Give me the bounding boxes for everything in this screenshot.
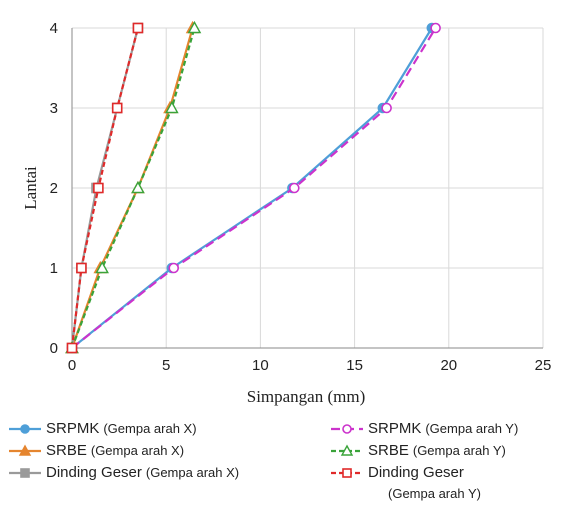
chart-ticks: 0 5 10 15 20 25 0 1 2 3 4 — [50, 20, 552, 374]
series-3-point-1 — [168, 262, 180, 274]
y-tick-label-0: 0 — [50, 340, 58, 357]
series-4-point-4 — [187, 20, 202, 34]
series-5-point-4 — [132, 22, 144, 34]
series-5-point-2 — [93, 182, 104, 194]
legend-swatch-marker — [20, 467, 30, 478]
x-tick-label-5: 25 — [535, 357, 552, 374]
legend-swatch-0 — [9, 423, 41, 434]
legend-item-4: SRBE (Gempa arah Y) — [330, 442, 506, 459]
series-4-point-1 — [95, 260, 109, 274]
series-4-point-2 — [131, 180, 145, 194]
legend-label-0: SRPMK — [46, 420, 100, 437]
legend-swatch-5 — [331, 467, 363, 478]
series-5-point-1 — [76, 262, 87, 274]
legend-swatch-marker — [340, 444, 354, 456]
legend-note-3: (Gempa arah Y) — [425, 421, 519, 436]
chart-grid — [71, 27, 544, 349]
legend-label-3: SRPMK — [368, 420, 422, 437]
legend: SRPMK (Gempa arah X) SRBE (Gempa arah X)… — [0, 420, 570, 508]
chart-series — [65, 20, 441, 354]
legend-label-4: SRBE — [368, 442, 409, 459]
legend-swatch-2 — [9, 467, 41, 478]
legend-item-5: Dinding Geser — [330, 464, 464, 481]
chart: 0 5 10 15 20 25 0 1 2 3 4 Simpangan (mm) Lantai — [21, 20, 552, 406]
legend-swatch-marker — [342, 467, 352, 478]
series-5-point-0 — [66, 342, 78, 354]
legend-swatch-1 — [9, 444, 41, 456]
y-axis-title: Lantai — [21, 166, 40, 210]
series-3-point-2 — [289, 182, 300, 194]
legend-note-4: (Gempa arah Y) — [412, 443, 506, 458]
series-3-point-3 — [381, 102, 392, 114]
legend-swatch-marker — [342, 423, 352, 434]
y-tick-label-3: 3 — [50, 100, 58, 117]
legend-swatch-marker — [20, 423, 30, 434]
legend-label-2: Dinding Geser — [46, 464, 142, 481]
series-3-point-4 — [430, 22, 441, 34]
x-tick-label-0: 0 — [68, 357, 76, 374]
x-axis-title: Simpangan (mm) — [247, 387, 366, 406]
legend-item-1: SRBE (Gempa arah X) — [8, 442, 184, 459]
x-tick-label-2: 10 — [252, 357, 269, 374]
series-line-4 — [70, 27, 196, 349]
chart-axes — [71, 28, 543, 349]
y-tick-label-4: 4 — [50, 20, 58, 37]
legend-note-1: (Gempa arah X) — [90, 443, 185, 458]
series-1 — [65, 20, 200, 354]
legend-item-2: Dinding Geser (Gempa arah X) — [8, 464, 239, 481]
x-tick-label-1: 5 — [162, 357, 170, 374]
series-4-point-3 — [165, 100, 179, 114]
legend-label-1: SRBE — [46, 442, 87, 459]
y-tick-label-2: 2 — [50, 180, 58, 197]
legend-note-0: (Gempa arah X) — [103, 421, 197, 436]
series-5 — [66, 22, 144, 354]
legend-note-2: (Gempa arah X) — [145, 465, 240, 480]
legend-swatch-3 — [331, 423, 363, 434]
legend-swatch-marker — [18, 444, 32, 456]
legend-item-0: SRPMK (Gempa arah X) — [8, 420, 197, 437]
legend-item-3: SRPMK (Gempa arah Y) — [330, 420, 518, 437]
legend-label-5: Dinding Geser — [368, 464, 464, 481]
x-tick-label-3: 15 — [346, 357, 363, 374]
x-tick-label-4: 20 — [440, 357, 457, 374]
legend-swatch-4 — [331, 444, 363, 456]
series-5-point-3 — [111, 102, 123, 114]
y-tick-label-1: 1 — [50, 260, 58, 277]
legend-note-5: (Gempa arah Y) — [388, 486, 481, 501]
